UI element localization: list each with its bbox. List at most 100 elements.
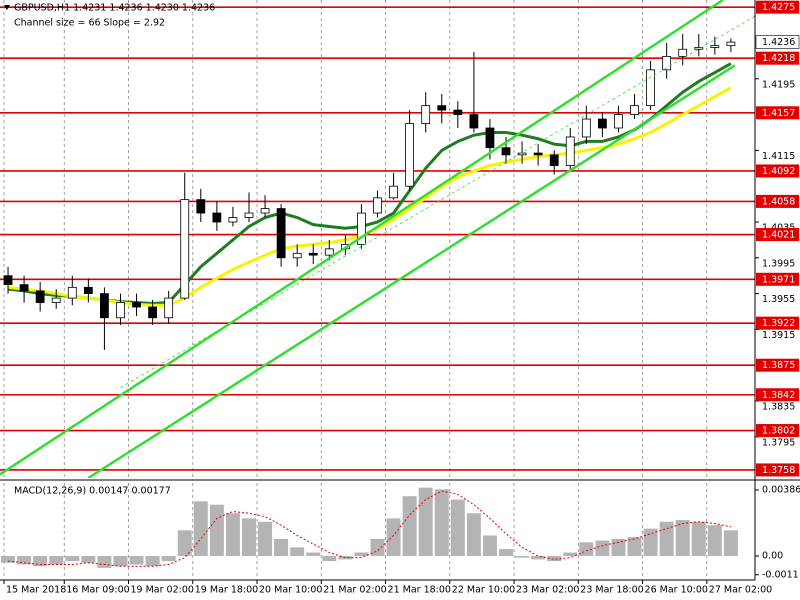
- candle-body: [164, 297, 174, 319]
- candle-body: [630, 105, 639, 115]
- candle-body: [276, 208, 286, 259]
- candle-body: [244, 212, 254, 218]
- candle-body: [324, 248, 334, 256]
- candle-body: [116, 302, 125, 319]
- channel-line: [0, 0, 724, 476]
- macd-bar: [258, 521, 273, 556]
- candle-body: [694, 47, 704, 50]
- y-tick-label: 1.4115: [762, 151, 795, 162]
- candle-body: [148, 306, 158, 319]
- macd-y-tick-label: -0.0011: [762, 569, 799, 580]
- macd-bar: [723, 530, 738, 556]
- macd-bar: [306, 552, 321, 556]
- candle-body: [485, 127, 495, 149]
- macd-bar: [466, 513, 481, 556]
- macd-bar: [129, 555, 144, 565]
- macd-bar: [450, 499, 465, 556]
- candle-body: [67, 286, 77, 299]
- candle-body: [662, 55, 672, 71]
- macd-bar: [193, 501, 208, 556]
- y-tick-label: 1.4035: [762, 222, 795, 233]
- macd-bar: [322, 555, 337, 562]
- level-label-box: [756, 228, 799, 242]
- level-label: 1.3875: [762, 360, 795, 371]
- candle-body: [228, 217, 238, 223]
- x-tick-label: 23 Mar 02:00: [516, 585, 579, 596]
- level-label-box: [756, 51, 799, 65]
- macd-bar: [707, 525, 722, 556]
- candle-body: [100, 293, 109, 319]
- macd-bar: [17, 555, 32, 565]
- candle-body: [501, 147, 511, 156]
- macd-bar: [113, 555, 128, 567]
- macd-bar: [515, 555, 530, 558]
- candle-body: [19, 284, 29, 292]
- macd-bar: [370, 538, 385, 556]
- level-label: 1.4157: [762, 108, 795, 119]
- macd-bar: [209, 504, 224, 556]
- candle-body: [373, 197, 382, 214]
- candle-body: [453, 109, 463, 115]
- x-tick-label: 21 Mar 18:00: [388, 585, 451, 596]
- macd-bar: [659, 521, 674, 556]
- candle-body: [51, 297, 61, 303]
- level-label: 1.3802: [762, 426, 795, 437]
- macd-bar: [691, 521, 706, 556]
- candle-body: [549, 154, 559, 166]
- level-label: 1.3758: [762, 465, 795, 476]
- x-tick-label: 20 Mar 10:00: [259, 585, 322, 596]
- macd-y-tick-label: 0.00: [762, 550, 783, 561]
- candle-body: [597, 118, 607, 129]
- macd-bar: [65, 555, 80, 562]
- candle-body: [565, 136, 575, 166]
- candle-body: [469, 114, 479, 129]
- macd-signal: [7, 490, 732, 567]
- x-tick-label: 19 Mar 18:00: [195, 585, 258, 596]
- level-label-box: [756, 106, 799, 120]
- candle-body: [357, 212, 366, 245]
- macd-bar: [274, 538, 289, 556]
- x-tick-label: 27 Mar 02:00: [709, 585, 772, 596]
- menu-icon: [4, 5, 10, 10]
- y-tick-label: 1.3995: [762, 258, 795, 269]
- last-price-label: 1.4236: [762, 37, 795, 48]
- level-label: 1.4021: [762, 230, 795, 241]
- macd-bar: [547, 555, 562, 562]
- candle-body: [581, 118, 591, 138]
- level-label: 1.4218: [762, 53, 795, 64]
- x-tick-label: 19 Mar 02:00: [131, 585, 194, 596]
- level-label-box: [756, 0, 799, 14]
- level-label: 1.4058: [762, 196, 795, 207]
- level-label: 1.4092: [762, 166, 795, 177]
- level-label-box: [756, 164, 799, 178]
- candle-body: [180, 199, 190, 299]
- y-tick-label: 1.3955: [762, 294, 795, 305]
- macd-bar: [354, 552, 369, 556]
- candle-body: [646, 69, 655, 107]
- macd-bar: [386, 518, 401, 556]
- macd-bar: [611, 538, 626, 556]
- candle-body: [212, 212, 222, 223]
- macd-bar: [418, 487, 433, 556]
- x-tick-label: 26 Mar 10:00: [645, 585, 708, 596]
- macd-bar: [97, 555, 112, 568]
- candle-body: [260, 208, 270, 214]
- level-label-box: [756, 424, 799, 438]
- channel-line: [87, 64, 736, 478]
- candle-body: [614, 114, 623, 129]
- macd-bar: [643, 528, 658, 556]
- macd-bar: [177, 530, 192, 556]
- macd-bar: [499, 549, 514, 556]
- y-tick-label: 1.3795: [762, 437, 795, 448]
- level-label-box: [756, 272, 799, 286]
- candle-body: [132, 302, 141, 308]
- macd-bar: [402, 496, 417, 556]
- level-label: 1.3842: [762, 390, 795, 401]
- level-label: 1.3922: [762, 318, 795, 329]
- candle-body: [308, 252, 318, 256]
- macd-bar: [627, 537, 642, 556]
- macd-bar: [161, 555, 176, 562]
- macd-plot: [1, 483, 738, 578]
